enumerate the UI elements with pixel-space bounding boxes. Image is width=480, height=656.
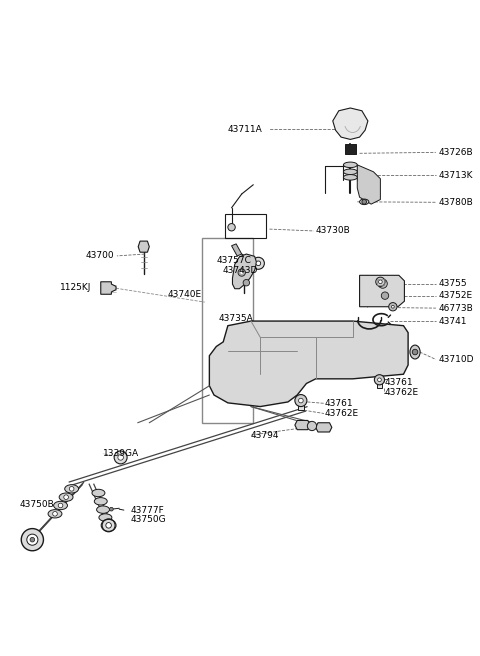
- Text: 43780B: 43780B: [438, 198, 473, 207]
- Bar: [203, 238, 253, 422]
- Ellipse shape: [94, 498, 107, 505]
- Polygon shape: [333, 108, 368, 140]
- Bar: [377, 382, 382, 388]
- Circle shape: [381, 292, 389, 299]
- Polygon shape: [357, 165, 380, 204]
- Polygon shape: [138, 241, 149, 252]
- Bar: [225, 215, 266, 238]
- Polygon shape: [209, 321, 408, 407]
- Ellipse shape: [99, 514, 112, 522]
- Circle shape: [21, 529, 44, 551]
- Circle shape: [240, 271, 243, 274]
- Circle shape: [256, 261, 261, 266]
- Text: 43762E: 43762E: [325, 409, 359, 418]
- Circle shape: [295, 394, 307, 407]
- Text: 43761: 43761: [325, 399, 354, 408]
- Text: 43730B: 43730B: [316, 226, 350, 236]
- Text: 43710D: 43710D: [438, 355, 474, 364]
- Text: 43735A: 43735A: [218, 314, 253, 323]
- Ellipse shape: [48, 510, 62, 518]
- Circle shape: [238, 269, 245, 276]
- Circle shape: [299, 398, 303, 403]
- Polygon shape: [231, 244, 242, 256]
- Text: 43752E: 43752E: [438, 291, 472, 300]
- Text: 1125KJ: 1125KJ: [60, 283, 92, 292]
- Circle shape: [106, 523, 111, 528]
- Text: 43750G: 43750G: [131, 516, 167, 524]
- Circle shape: [109, 507, 113, 511]
- Polygon shape: [316, 422, 332, 432]
- Polygon shape: [101, 282, 116, 295]
- Text: 43761: 43761: [385, 378, 414, 387]
- Ellipse shape: [65, 485, 79, 493]
- Circle shape: [389, 302, 397, 311]
- Circle shape: [58, 503, 63, 508]
- Circle shape: [379, 280, 382, 283]
- Ellipse shape: [410, 345, 420, 359]
- Circle shape: [53, 512, 57, 516]
- Text: 43794: 43794: [251, 431, 279, 440]
- Text: 43750B: 43750B: [20, 500, 55, 509]
- Circle shape: [243, 279, 250, 286]
- Polygon shape: [360, 276, 405, 307]
- Bar: [345, 144, 356, 154]
- Ellipse shape: [343, 169, 357, 174]
- Circle shape: [64, 495, 69, 499]
- Ellipse shape: [59, 493, 73, 501]
- Text: 43700: 43700: [86, 251, 115, 260]
- Circle shape: [69, 487, 74, 491]
- Polygon shape: [232, 254, 256, 289]
- Text: 1339GA: 1339GA: [103, 449, 139, 458]
- Circle shape: [374, 375, 384, 385]
- Text: 43713K: 43713K: [438, 171, 473, 180]
- Bar: [377, 279, 384, 285]
- Polygon shape: [295, 420, 310, 430]
- Circle shape: [30, 537, 35, 542]
- Text: 43740E: 43740E: [168, 290, 202, 298]
- Ellipse shape: [343, 162, 357, 168]
- Text: 43711A: 43711A: [228, 125, 263, 134]
- Text: 43762E: 43762E: [385, 388, 419, 397]
- Ellipse shape: [96, 506, 109, 514]
- Circle shape: [228, 224, 235, 231]
- Text: 43757C: 43757C: [216, 256, 251, 266]
- Text: 46773B: 46773B: [438, 304, 473, 313]
- Circle shape: [412, 349, 418, 355]
- Circle shape: [114, 451, 127, 464]
- Ellipse shape: [54, 501, 68, 510]
- Circle shape: [378, 378, 381, 382]
- Circle shape: [102, 519, 115, 532]
- Circle shape: [118, 455, 123, 461]
- Bar: [298, 403, 304, 410]
- Circle shape: [27, 534, 38, 545]
- Circle shape: [307, 421, 317, 430]
- Ellipse shape: [343, 174, 357, 180]
- Circle shape: [378, 279, 387, 288]
- Circle shape: [392, 305, 394, 308]
- Ellipse shape: [360, 199, 369, 205]
- Text: 43777F: 43777F: [131, 506, 165, 515]
- Text: 43726B: 43726B: [438, 148, 473, 157]
- Ellipse shape: [92, 489, 105, 497]
- Circle shape: [362, 199, 367, 204]
- Text: 43743D: 43743D: [222, 266, 258, 275]
- Text: 43741: 43741: [438, 317, 467, 325]
- Circle shape: [376, 277, 385, 287]
- Circle shape: [252, 257, 264, 270]
- Text: 43755: 43755: [438, 279, 467, 288]
